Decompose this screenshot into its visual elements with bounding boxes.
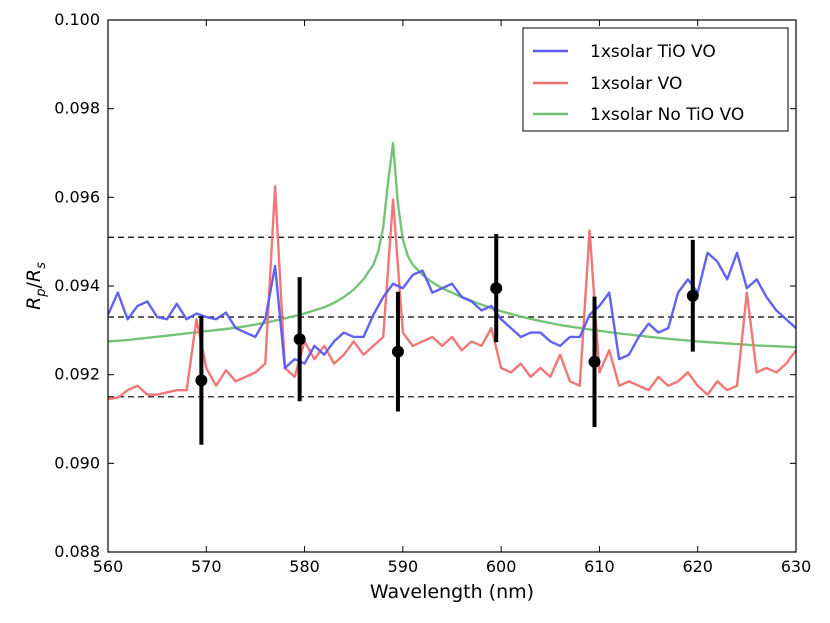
x-tick-label-4: 600 bbox=[486, 557, 517, 576]
y-axis-title: Rp/Rs bbox=[23, 262, 49, 310]
y-tick-label-4: 0.096 bbox=[54, 187, 100, 206]
y-tick-label-1: 0.090 bbox=[54, 453, 100, 472]
x-tick-label-0: 560 bbox=[93, 557, 124, 576]
data-points-layer bbox=[195, 234, 699, 445]
y-label-main: R bbox=[23, 297, 45, 310]
x-axis-title: Wavelength (nm) bbox=[370, 581, 534, 603]
series-layer bbox=[108, 142, 796, 401]
legend-label-tio-vo: 1xsolar TiO VO bbox=[590, 42, 716, 62]
legend: 1xsolar TiO VO 1xsolar VO 1xsolar No TiO… bbox=[522, 27, 789, 132]
data-point-0 bbox=[195, 374, 208, 387]
reference-lines bbox=[108, 236, 796, 398]
x-tick-label-5: 610 bbox=[584, 557, 615, 576]
y-label-main2: R bbox=[23, 269, 45, 282]
data-point-3 bbox=[490, 282, 503, 295]
y-tick-label-6: 0.100 bbox=[54, 10, 100, 29]
series-line-0 bbox=[108, 251, 796, 370]
y-label-sep: / bbox=[23, 281, 45, 288]
series-line-2 bbox=[108, 142, 796, 349]
data-point-4 bbox=[588, 355, 601, 368]
x-tick-label-6: 620 bbox=[682, 557, 713, 576]
y-tick-label-3: 0.094 bbox=[54, 276, 100, 295]
data-point-1 bbox=[293, 333, 306, 346]
data-point-2 bbox=[391, 345, 404, 358]
x-tick-label-1: 570 bbox=[191, 557, 222, 576]
data-point-5 bbox=[686, 289, 699, 302]
axis-ticks: 560 570 580 590 600 610 620 630 0.088 0.090 0.092 0… bbox=[54, 10, 811, 576]
legend-label-no-tio-vo: 1xsolar No TiO VO bbox=[590, 105, 744, 125]
x-tick-label-7: 630 bbox=[781, 557, 812, 576]
y-tick-label-5: 0.098 bbox=[54, 99, 100, 118]
series-line-1 bbox=[108, 185, 796, 401]
x-tick-label-3: 590 bbox=[388, 557, 419, 576]
y-tick-label-0: 0.088 bbox=[54, 542, 100, 561]
y-label-sub-s: s bbox=[34, 262, 49, 269]
y-label-sub-p: p bbox=[34, 288, 49, 297]
legend-label-vo: 1xsolar VO bbox=[590, 74, 682, 94]
y-tick-label-2: 0.092 bbox=[54, 365, 100, 384]
x-tick-label-2: 580 bbox=[289, 557, 320, 576]
